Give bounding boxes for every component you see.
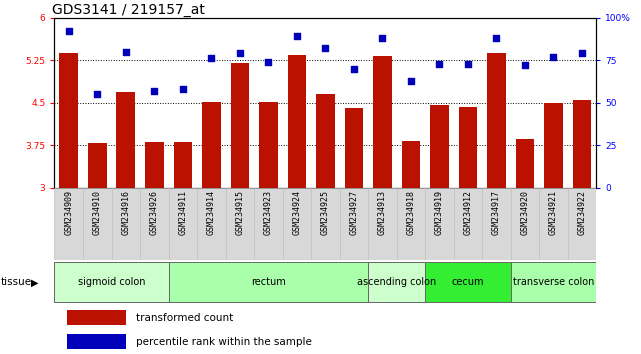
Text: GSM234924: GSM234924 bbox=[292, 190, 301, 235]
Bar bbox=[511, 262, 596, 302]
Text: GSM234920: GSM234920 bbox=[520, 190, 529, 235]
Text: GSM234919: GSM234919 bbox=[435, 190, 444, 235]
Bar bbox=[197, 188, 226, 260]
Bar bbox=[226, 188, 254, 260]
Bar bbox=[397, 188, 425, 260]
Text: GSM234925: GSM234925 bbox=[320, 190, 330, 235]
Bar bbox=[544, 103, 563, 188]
Text: GSM234914: GSM234914 bbox=[207, 190, 216, 235]
Text: GSM234915: GSM234915 bbox=[235, 190, 244, 235]
Bar bbox=[572, 100, 591, 188]
Point bbox=[63, 28, 74, 34]
Text: transverse colon: transverse colon bbox=[513, 277, 594, 287]
Bar bbox=[67, 310, 126, 325]
Text: GSM234916: GSM234916 bbox=[121, 190, 130, 235]
Bar bbox=[202, 102, 221, 188]
Point bbox=[377, 35, 387, 41]
Text: rectum: rectum bbox=[251, 277, 286, 287]
Bar bbox=[169, 262, 368, 302]
Bar bbox=[430, 105, 449, 188]
Text: GSM234912: GSM234912 bbox=[463, 190, 472, 235]
Bar bbox=[67, 334, 126, 349]
Text: ▶: ▶ bbox=[31, 277, 38, 287]
Point bbox=[406, 78, 416, 84]
Point bbox=[292, 34, 302, 39]
Text: GSM234910: GSM234910 bbox=[93, 190, 102, 235]
Point bbox=[463, 61, 473, 67]
Bar bbox=[259, 102, 278, 188]
Bar bbox=[60, 53, 78, 188]
Bar bbox=[83, 188, 112, 260]
Bar bbox=[316, 94, 335, 188]
Point bbox=[263, 59, 274, 65]
Text: GSM234911: GSM234911 bbox=[178, 190, 187, 235]
Point bbox=[349, 66, 359, 72]
Bar bbox=[425, 262, 511, 302]
Bar bbox=[539, 188, 568, 260]
Text: GDS3141 / 219157_at: GDS3141 / 219157_at bbox=[52, 3, 204, 17]
Bar bbox=[568, 188, 596, 260]
Point bbox=[235, 51, 245, 56]
Bar bbox=[368, 262, 425, 302]
Point bbox=[178, 86, 188, 92]
Bar bbox=[254, 188, 283, 260]
Bar bbox=[112, 188, 140, 260]
Point bbox=[92, 91, 103, 97]
Bar bbox=[117, 92, 135, 188]
Bar bbox=[458, 107, 477, 188]
Bar bbox=[401, 141, 420, 188]
Point bbox=[206, 56, 217, 61]
Point bbox=[577, 51, 587, 56]
Bar bbox=[54, 262, 169, 302]
Text: GSM234923: GSM234923 bbox=[264, 190, 273, 235]
Bar bbox=[345, 108, 363, 188]
Bar bbox=[454, 188, 482, 260]
Bar bbox=[311, 188, 340, 260]
Text: GSM234921: GSM234921 bbox=[549, 190, 558, 235]
Text: GSM234927: GSM234927 bbox=[349, 190, 358, 235]
Text: sigmoid colon: sigmoid colon bbox=[78, 277, 146, 287]
Text: percentile rank within the sample: percentile rank within the sample bbox=[136, 337, 312, 347]
Bar bbox=[373, 56, 392, 188]
Point bbox=[320, 45, 331, 51]
Text: GSM234913: GSM234913 bbox=[378, 190, 387, 235]
Bar bbox=[288, 55, 306, 188]
Bar bbox=[368, 188, 397, 260]
Point bbox=[434, 61, 444, 67]
Bar bbox=[515, 139, 534, 188]
Bar bbox=[54, 188, 83, 260]
Bar bbox=[283, 188, 311, 260]
Bar bbox=[511, 188, 539, 260]
Point bbox=[149, 88, 160, 93]
Bar bbox=[425, 188, 454, 260]
Bar bbox=[340, 188, 368, 260]
Bar bbox=[482, 188, 511, 260]
Text: transformed count: transformed count bbox=[136, 313, 233, 323]
Point bbox=[548, 54, 558, 59]
Point bbox=[520, 62, 530, 68]
Bar bbox=[174, 142, 192, 188]
Point bbox=[491, 35, 501, 41]
Text: ascending colon: ascending colon bbox=[357, 277, 437, 287]
Text: GSM234926: GSM234926 bbox=[150, 190, 159, 235]
Text: GSM234909: GSM234909 bbox=[64, 190, 73, 235]
Text: GSM234922: GSM234922 bbox=[578, 190, 587, 235]
Bar bbox=[487, 53, 506, 188]
Bar bbox=[231, 63, 249, 188]
Bar bbox=[145, 142, 163, 188]
Text: cecum: cecum bbox=[452, 277, 484, 287]
Bar bbox=[140, 188, 169, 260]
Text: GSM234917: GSM234917 bbox=[492, 190, 501, 235]
Point bbox=[121, 49, 131, 55]
Bar bbox=[169, 188, 197, 260]
Bar bbox=[88, 143, 106, 188]
Text: GSM234918: GSM234918 bbox=[406, 190, 415, 235]
Text: tissue: tissue bbox=[1, 277, 32, 287]
